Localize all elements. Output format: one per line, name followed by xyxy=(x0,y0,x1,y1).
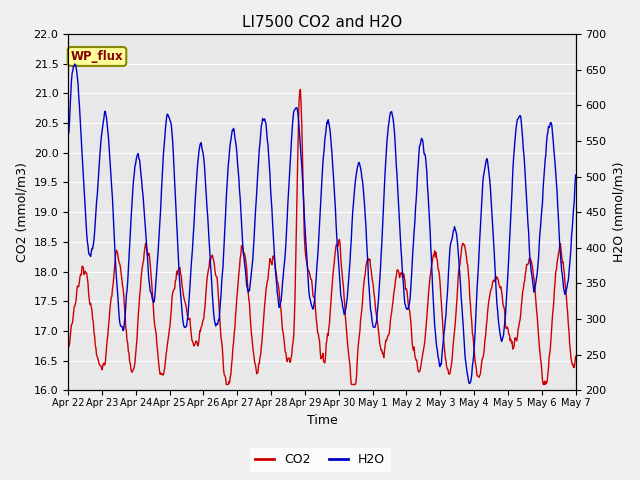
H2O xyxy=(125,266,132,272)
Y-axis label: H2O (mmol/m3): H2O (mmol/m3) xyxy=(612,162,625,263)
CO2 xyxy=(223,382,230,387)
Line: CO2: CO2 xyxy=(68,89,575,384)
H2O xyxy=(64,132,72,138)
H2O xyxy=(71,61,79,67)
CO2 xyxy=(296,86,304,92)
Y-axis label: CO2 (mmol/m3): CO2 (mmol/m3) xyxy=(15,162,28,262)
Text: WP_flux: WP_flux xyxy=(70,50,124,63)
X-axis label: Time: Time xyxy=(307,414,337,427)
H2O xyxy=(465,380,473,386)
Title: LI7500 CO2 and H2O: LI7500 CO2 and H2O xyxy=(242,15,402,30)
CO2 xyxy=(404,294,412,300)
CO2 xyxy=(217,335,225,340)
CO2 xyxy=(375,334,383,340)
H2O xyxy=(218,280,225,286)
CO2 xyxy=(64,345,72,351)
H2O xyxy=(262,121,270,127)
CO2 xyxy=(243,267,251,273)
Legend: CO2, H2O: CO2, H2O xyxy=(250,448,390,471)
H2O xyxy=(374,297,382,303)
H2O xyxy=(403,306,411,312)
H2O xyxy=(572,172,579,178)
Line: H2O: H2O xyxy=(68,64,575,383)
H2O xyxy=(243,283,251,289)
CO2 xyxy=(572,353,579,359)
CO2 xyxy=(124,340,132,346)
CO2 xyxy=(262,288,270,293)
